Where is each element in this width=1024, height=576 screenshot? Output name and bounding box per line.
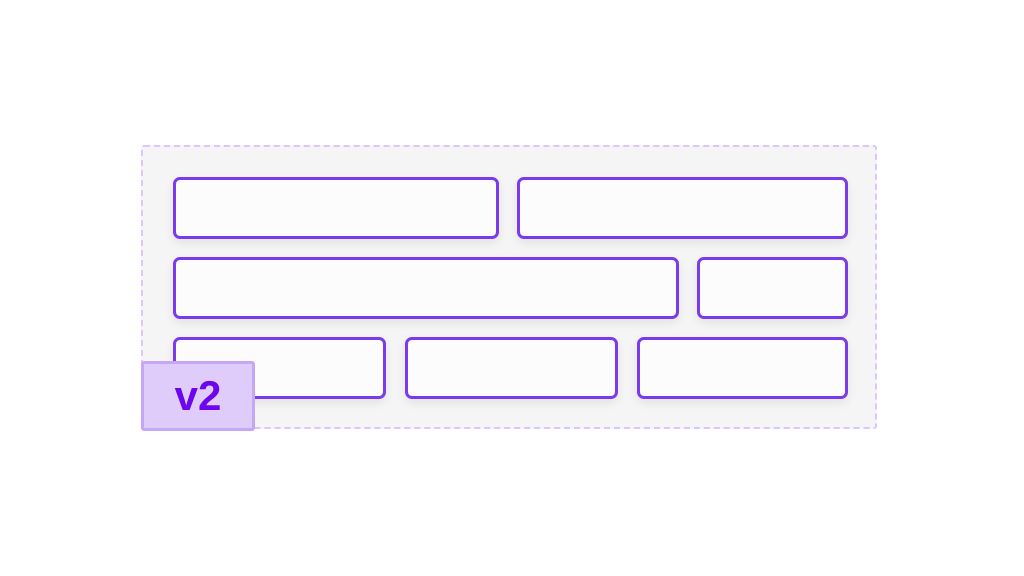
layout-box-3 <box>173 257 679 319</box>
version-tag: v2 <box>141 361 255 431</box>
layout-box-6 <box>405 337 618 399</box>
layout-box-1 <box>173 177 499 239</box>
layout-box-4 <box>697 257 848 319</box>
layout-box-7 <box>637 337 848 399</box>
layout-box-2 <box>517 177 848 239</box>
